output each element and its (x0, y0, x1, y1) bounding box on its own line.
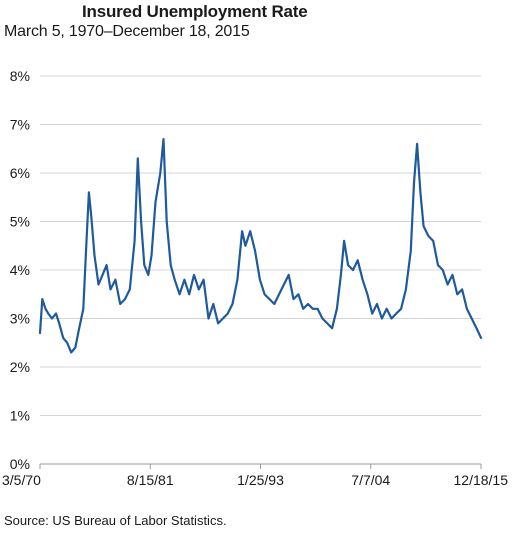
y-axis-ticks: 0% 1% 2% 3% 4% 5% 6% 7% 8% (10, 68, 30, 472)
x-tick-label: 8/15/81 (127, 472, 174, 488)
x-tick-label: 1/25/93 (237, 472, 284, 488)
source-note: Source: US Bureau of Labor Statistics. (4, 513, 227, 528)
gridlines (40, 75, 481, 465)
y-tick-label: 7% (10, 117, 30, 133)
y-tick-label: 3% (10, 311, 30, 327)
y-tick-label: 6% (10, 165, 30, 181)
series-group (38, 138, 483, 354)
y-tick-label: 5% (10, 214, 30, 230)
x-tick-label: 12/18/15 (454, 472, 509, 488)
y-tick-label: 1% (10, 408, 30, 424)
y-tick-label: 0% (10, 456, 30, 472)
y-tick-label: 8% (10, 68, 30, 84)
x-tick-label: 7/7/04 (351, 472, 390, 488)
x-tick-label: 3/5/70 (2, 472, 41, 488)
x-axis-ticks: 3/5/70 8/15/81 1/25/93 7/7/04 12/18/15 (2, 464, 508, 488)
series-line (38, 138, 483, 354)
chart-subtitle: March 5, 1970–December 18, 2015 (4, 23, 250, 40)
chart-title: Insured Unemployment Rate (82, 2, 308, 21)
y-tick-label: 4% (10, 262, 30, 278)
y-tick-label: 2% (10, 359, 30, 375)
